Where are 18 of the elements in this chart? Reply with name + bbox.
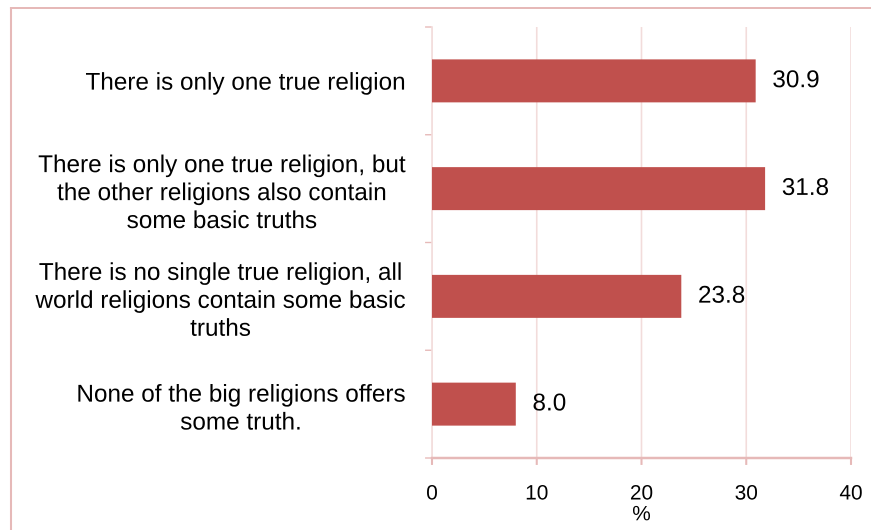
y-tick-label: None of the big religions offers some truth. (78, 384, 405, 430)
x-tick-label: 30 (735, 484, 758, 500)
bar (432, 274, 682, 318)
data-label: 31.8 (782, 178, 828, 196)
data-label: 30.9 (773, 70, 818, 88)
x-tick-label: 20 (630, 484, 652, 500)
bar (432, 59, 756, 102)
y-tick-label: There is only one true religion (86, 72, 404, 95)
bar (432, 167, 766, 210)
bar (432, 382, 516, 426)
x-axis-title: % (632, 506, 650, 520)
y-tick-label: There is only one true religion, but the other religions also contain some basic truths (38, 154, 406, 228)
data-label: 8.0 (534, 393, 566, 411)
x-tick-label: 0 (427, 484, 437, 500)
y-tick-label: There is no single true religion, all world religions contain some basic truths (35, 262, 405, 336)
data-label: 23.8 (699, 286, 744, 303)
x-tick-label: 10 (526, 484, 548, 500)
x-tick-label: 40 (840, 484, 862, 500)
